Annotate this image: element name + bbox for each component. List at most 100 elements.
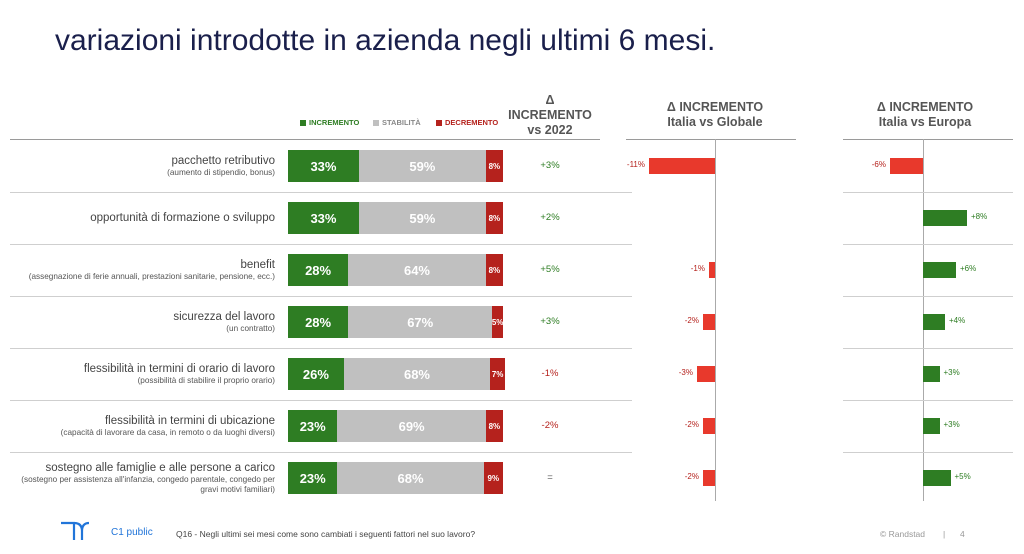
bar-increment: 28%	[288, 306, 349, 338]
delta-label-europe: -6%	[871, 160, 886, 169]
bar-stability: 64%	[348, 254, 486, 286]
header-vs2022-line2: INCREMENTO	[508, 108, 592, 122]
row-separator	[10, 192, 632, 193]
bar-increment: 26%	[288, 358, 344, 390]
category-title: flessibilità in termini di ubicazione	[104, 414, 275, 427]
delta-vs2022: +5%	[540, 264, 560, 275]
row-separator	[10, 452, 632, 453]
bar-stability: 68%	[337, 462, 484, 494]
delta-label-global: -1%	[690, 264, 705, 273]
delta-bar-global	[697, 366, 715, 382]
bar-stability: 69%	[337, 410, 486, 442]
row-separator-europe	[843, 244, 1013, 245]
delta-bar-europe	[923, 210, 967, 226]
delta-bar-europe	[923, 262, 956, 278]
row-separator-europe	[843, 348, 1013, 349]
footer-copyright: © Randstad	[880, 529, 926, 539]
global-axis	[715, 139, 716, 501]
footer-question: Q16 - Negli ultimi sei mesi come sono ca…	[176, 529, 476, 539]
bar-increment: 33%	[288, 150, 359, 182]
delta-label-europe: +5%	[954, 472, 971, 481]
delta-bar-europe	[923, 470, 951, 486]
delta-vs2022: -2%	[541, 420, 559, 431]
row-separator	[10, 348, 632, 349]
page-title: variazioni introdotte in azienda negli u…	[55, 24, 716, 57]
category-label: sicurezza del lavoro (un contratto)	[173, 311, 275, 334]
bar-decrement: 8%	[485, 254, 503, 286]
delta-label-global: -2%	[684, 472, 699, 481]
row-separator-europe	[843, 296, 1013, 297]
category-note: (aumento di stipendio, bonus)	[167, 167, 275, 177]
bar-decrement: 7%	[490, 358, 506, 390]
delta-vs2022: =	[547, 472, 553, 483]
header-vs2022-line3: vs 2022	[527, 123, 573, 137]
row-separator-europe	[843, 400, 1013, 401]
category-label: sostegno alle famiglie e alle persone a …	[15, 462, 275, 495]
bar-increment: 23%	[288, 410, 338, 442]
bar-increment: 23%	[288, 462, 338, 494]
delta-vs2022: -1%	[541, 368, 559, 379]
legend-increment: INCREMENTO	[300, 118, 359, 127]
delta-label-europe: +6%	[960, 264, 977, 273]
delta-bar-global	[709, 262, 715, 278]
delta-label-global: -3%	[678, 368, 693, 377]
delta-label-global: -2%	[684, 316, 699, 325]
header-rule-global	[626, 139, 796, 140]
header-europe-line2: Italia vs Europa	[878, 115, 972, 129]
bar-decrement: 8%	[485, 410, 503, 442]
category-title: sostegno alle famiglie e alle persone a …	[45, 461, 276, 474]
header-vs2022: Δ INCREMENTO vs 2022	[500, 93, 600, 138]
randstad-logo-icon	[61, 521, 90, 540]
category-note: (capacità di lavorare da casa, in remoto…	[60, 427, 275, 437]
row-separator-europe	[843, 192, 1013, 193]
delta-label-global: -11%	[626, 160, 645, 169]
delta-label-europe: +3%	[943, 368, 960, 377]
category-note: (un contratto)	[226, 323, 275, 333]
legend-label-increment: INCREMENTO	[309, 118, 360, 127]
delta-bar-global	[649, 158, 715, 174]
header-global: Δ INCREMENTO Italia vs Globale	[630, 100, 800, 130]
category-title: benefit	[240, 258, 275, 271]
header-global-line1: Δ INCREMENTO	[666, 100, 764, 114]
category-note: (possibilità di stabilire il proprio ora…	[137, 375, 275, 385]
delta-bar-europe	[923, 366, 940, 382]
delta-label-europe: +4%	[949, 316, 966, 325]
legend-label-stability: STABILITÀ	[382, 118, 421, 127]
row-separator-europe	[843, 452, 1013, 453]
bar-stability: 67%	[348, 306, 493, 338]
header-rule-europe	[843, 139, 1013, 140]
bar-decrement: 5%	[492, 306, 503, 338]
bar-decrement: 9%	[483, 462, 503, 494]
row-separator	[10, 244, 632, 245]
footer-page: 4	[960, 529, 965, 539]
category-title: opportunità di formazione o sviluppo	[90, 211, 275, 224]
delta-vs2022: +2%	[540, 212, 560, 223]
bar-stability: 68%	[343, 358, 491, 390]
bar-increment: 28%	[288, 254, 349, 286]
legend-swatch-stability	[373, 119, 379, 126]
delta-label-global: -2%	[684, 420, 699, 429]
delta-bar-global	[703, 418, 715, 434]
bar-stability: 59%	[358, 150, 486, 182]
category-label: opportunità di formazione o sviluppo	[90, 212, 275, 225]
category-title: pacchetto retributivo	[171, 154, 275, 167]
row-separator	[10, 296, 632, 297]
category-title: flessibilità in termini di orario di lav…	[83, 362, 275, 375]
header-global-line2: Italia vs Globale	[667, 115, 763, 129]
header-europe-line1: Δ INCREMENTO	[876, 100, 974, 114]
row-separator	[10, 400, 632, 401]
header-europe: Δ INCREMENTO Italia vs Europa	[840, 100, 1010, 130]
footer-classification: C1 public	[111, 527, 153, 538]
delta-label-europe: +8%	[971, 212, 988, 221]
delta-label-europe: +3%	[943, 420, 960, 429]
delta-bar-europe	[890, 158, 923, 174]
delta-bar-europe	[923, 314, 945, 330]
bar-increment: 33%	[288, 202, 359, 234]
category-label: pacchetto retributivo (aumento di stipend…	[167, 155, 275, 178]
category-label: benefit (assegnazione di ferie annuali, p…	[29, 259, 275, 282]
legend-swatch-decrement	[436, 119, 442, 126]
header-vs2022-line1: Δ	[545, 93, 555, 107]
category-label: flessibilità in termini di orario di lav…	[84, 363, 275, 386]
bar-decrement: 8%	[485, 202, 503, 234]
delta-bar-global	[703, 314, 715, 330]
